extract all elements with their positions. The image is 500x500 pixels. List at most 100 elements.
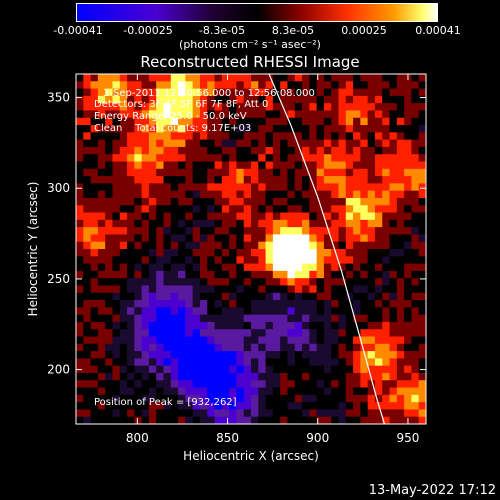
heatmap-cell — [163, 161, 172, 170]
heatmap-cell — [83, 358, 91, 367]
heatmap-cell — [97, 351, 106, 359]
heatmap-cell — [302, 365, 310, 374]
heatmap-cell — [199, 219, 208, 228]
heatmap-cell — [316, 132, 325, 141]
heatmap-cell — [309, 380, 318, 388]
heatmap-cell — [207, 285, 215, 294]
annotation-time-range: 3-Sep-2011 12:50:56.000 to 12:56:08.000 — [103, 88, 315, 99]
heatmap-cell — [360, 205, 369, 213]
heatmap-cell — [360, 95, 369, 104]
heatmap-cell — [229, 168, 237, 177]
heatmap-cell — [251, 205, 259, 213]
heatmap-cell — [112, 256, 121, 264]
heatmap-cell — [367, 263, 376, 272]
heatmap-cell — [345, 278, 354, 286]
heatmap-cell — [345, 110, 354, 119]
heatmap-cell — [119, 117, 128, 126]
heatmap-cell — [294, 81, 303, 89]
heatmap-cell — [265, 249, 274, 257]
heatmap-cell — [396, 416, 405, 424]
heatmap-cell — [345, 270, 354, 279]
heatmap-cell — [76, 249, 84, 257]
heatmap-cell — [389, 249, 398, 257]
heatmap-cell — [338, 409, 347, 418]
heatmap-cell — [185, 139, 194, 148]
heatmap-cell — [280, 409, 288, 418]
heatmap-cell — [389, 387, 398, 396]
heatmap-cell — [396, 183, 405, 192]
heatmap-cell — [353, 270, 361, 279]
heatmap-cell — [280, 263, 288, 272]
heatmap-cell — [119, 103, 128, 111]
heatmap-cell — [389, 212, 398, 221]
heatmap-cell — [338, 103, 347, 111]
x-axis-label: Heliocentric X (arcsec) — [183, 449, 319, 463]
heatmap-cell — [83, 168, 91, 177]
heatmap-cell — [112, 95, 121, 104]
heatmap-cell — [367, 351, 376, 359]
heatmap-cell — [214, 227, 223, 235]
heatmap-cell — [141, 292, 150, 301]
heatmap-cell — [178, 416, 186, 424]
heatmap-cell — [207, 95, 215, 104]
heatmap-cell — [382, 241, 390, 250]
heatmap-cell — [185, 212, 194, 221]
heatmap-cell — [404, 146, 412, 155]
heatmap-cell — [338, 380, 347, 388]
heatmap-cell — [382, 227, 390, 235]
heatmap-cell — [170, 336, 179, 345]
heatmap-cell — [83, 176, 91, 184]
heatmap-cell — [83, 190, 91, 199]
heatmap-cell — [170, 380, 179, 388]
heatmap-cell — [83, 351, 91, 359]
heatmap-cell — [199, 358, 208, 367]
heatmap-cell — [76, 285, 84, 294]
heatmap-cell — [272, 314, 281, 323]
heatmap-cell — [229, 380, 237, 388]
heatmap-cell — [360, 219, 369, 228]
heatmap-cell — [178, 300, 186, 308]
heatmap-cell — [148, 307, 157, 316]
heatmap-cell — [302, 351, 310, 359]
heatmap-cell — [294, 74, 303, 82]
heatmap-cell — [243, 183, 252, 192]
heatmap-cell — [90, 103, 99, 111]
heatmap-cell — [221, 234, 230, 243]
heatmap-cell — [389, 336, 398, 345]
heatmap-cell — [214, 300, 223, 308]
heatmap-cell — [229, 234, 237, 243]
heatmap-cell — [148, 416, 157, 424]
heatmap-cell — [141, 307, 150, 316]
heatmap-cell — [207, 241, 215, 250]
heatmap-cell — [316, 351, 325, 359]
heatmap-cell — [156, 132, 164, 141]
heatmap-cell — [141, 329, 150, 337]
heatmap-cell — [105, 329, 113, 337]
heatmap-cell — [83, 343, 91, 352]
heatmap-cell — [374, 307, 383, 316]
heatmap-cell — [83, 329, 91, 337]
heatmap-cell — [221, 205, 230, 213]
heatmap-cell — [294, 205, 303, 213]
heatmap-cell — [178, 292, 186, 301]
heatmap-cell — [251, 387, 259, 396]
heatmap-cell — [251, 161, 259, 170]
heatmap-cell — [367, 117, 376, 126]
heatmap-cell — [178, 329, 186, 337]
heatmap-cell — [221, 81, 230, 89]
heatmap-cell — [258, 95, 266, 104]
heatmap-cell — [178, 321, 186, 330]
heatmap-cell — [163, 103, 172, 111]
heatmap-cell — [163, 270, 172, 279]
heatmap-cell — [265, 387, 274, 396]
heatmap-cell — [170, 183, 179, 192]
heatmap-cell — [97, 132, 106, 141]
heatmap-cell — [265, 372, 274, 381]
heatmap-cell — [141, 117, 150, 126]
heatmap-cell — [396, 132, 405, 141]
heatmap-cell — [323, 190, 332, 199]
heatmap-cell — [156, 270, 164, 279]
heatmap-cell — [404, 278, 412, 286]
heatmap-cell — [353, 88, 361, 97]
heatmap-cell — [148, 358, 157, 367]
